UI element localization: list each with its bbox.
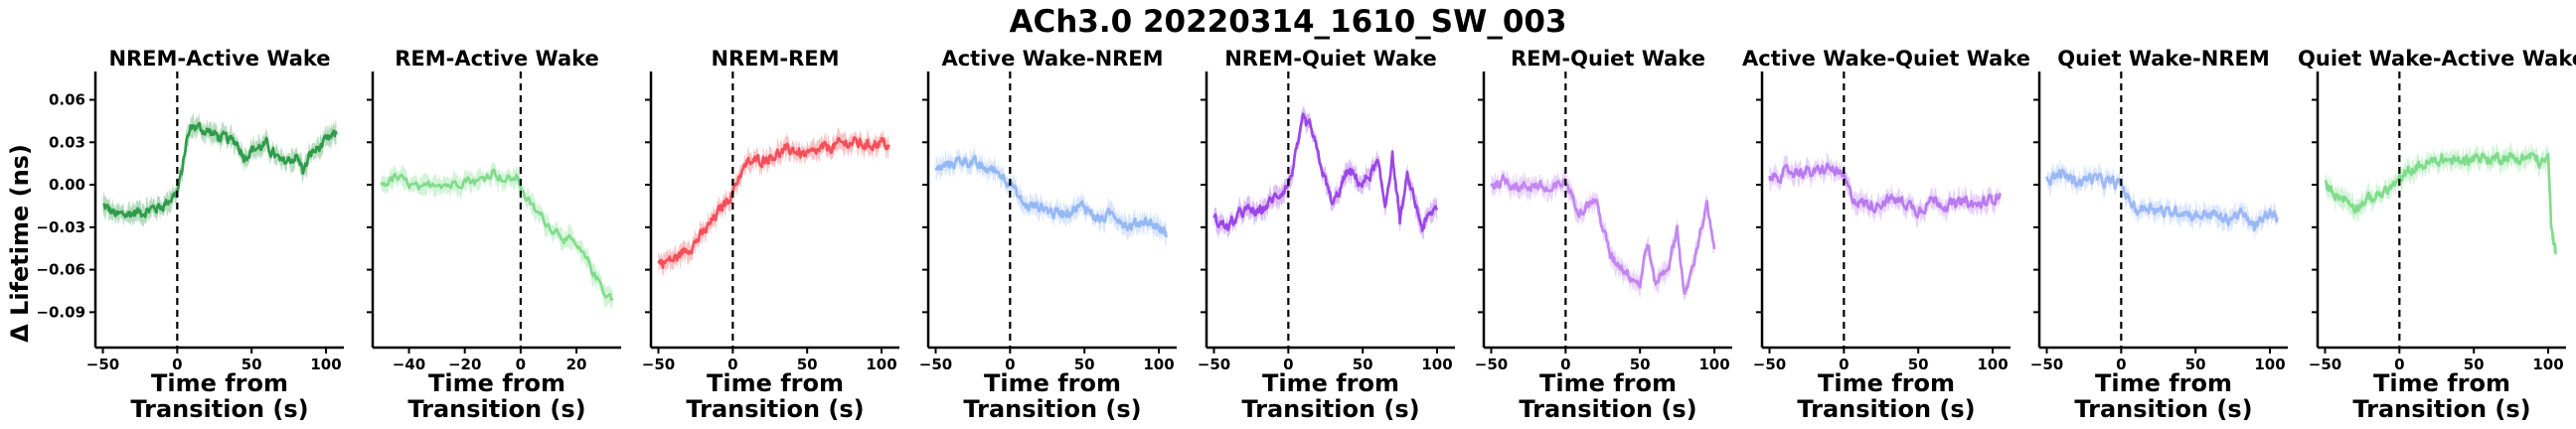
x-tick-label: −50 xyxy=(2030,356,2063,373)
panel-title: Active Wake-NREM xyxy=(941,47,1163,71)
x-tick-label: −50 xyxy=(86,356,119,373)
x-tick-label: 100 xyxy=(866,356,896,373)
series-line xyxy=(934,155,1168,238)
panel-title: REM-Quiet Wake xyxy=(1511,47,1705,71)
x-tick-label: 50 xyxy=(1630,356,1651,373)
x-tick-label: 100 xyxy=(1421,356,1452,373)
panel-title: Active Wake-Quiet Wake xyxy=(1742,47,2030,71)
x-tick-label: 0 xyxy=(1283,356,1293,373)
x-tick-label: −50 xyxy=(2309,356,2341,373)
x-tick-label: 0 xyxy=(2394,356,2404,373)
x-tick-label: −20 xyxy=(448,356,481,373)
x-tick-label: 50 xyxy=(1353,356,1373,373)
x-tick-label: 100 xyxy=(2254,356,2285,373)
error-band xyxy=(381,161,613,310)
y-tick-label: 0.03 xyxy=(49,133,85,151)
series-line xyxy=(1490,174,1716,295)
panel-title: NREM-REM xyxy=(711,47,839,71)
x-axis-label: Time from Transition (s) xyxy=(686,369,864,423)
x-tick-label: 50 xyxy=(2185,356,2206,373)
panel-title: NREM-Active Wake xyxy=(108,47,330,71)
x-tick-label: 100 xyxy=(1143,356,1174,373)
x-tick-label: 0 xyxy=(727,356,737,373)
error-band xyxy=(1769,152,2001,229)
series-line xyxy=(101,121,338,218)
x-tick-label: −50 xyxy=(642,356,675,373)
x-tick-label: −50 xyxy=(1753,356,1786,373)
series-line xyxy=(2045,168,2279,232)
panels: NREM-Active Wake 0.06 0.03 0.00 −0.03 −0.06 −0… xyxy=(36,47,2576,423)
series-line xyxy=(1212,112,1439,232)
y-tick-label: −0.03 xyxy=(36,218,85,236)
x-tick-label: 100 xyxy=(2532,356,2563,373)
x-tick-label: 50 xyxy=(242,356,262,373)
x-tick-label: 50 xyxy=(1908,356,1929,373)
x-tick-label: 50 xyxy=(797,356,818,373)
x-tick-label: 0 xyxy=(172,356,182,373)
x-axis-label: Time from Transition (s) xyxy=(2352,369,2530,423)
x-axis-label: Time from Transition (s) xyxy=(2074,369,2252,423)
series-line xyxy=(1768,162,2002,218)
x-axis-label: Time from Transition (s) xyxy=(963,369,1141,423)
x-tick-label: 0 xyxy=(1560,356,1570,373)
panel-title: Quiet Wake-Active Wake xyxy=(2298,47,2576,71)
error-band xyxy=(1491,168,1714,301)
x-tick-label: 100 xyxy=(1977,356,2008,373)
error-band xyxy=(2046,159,2278,239)
x-tick-label: 50 xyxy=(1074,356,1095,373)
panel-title: REM-Active Wake xyxy=(395,47,599,71)
y-tick-label: −0.06 xyxy=(36,261,85,279)
x-axis-label: Time from Transition (s) xyxy=(130,369,308,423)
y-tick-label: 0.00 xyxy=(49,176,85,194)
x-tick-label: 0 xyxy=(2116,356,2126,373)
panel-title: Quiet Wake-NREM xyxy=(2057,47,2270,71)
x-tick-label: −40 xyxy=(393,356,425,373)
x-tick-label: 100 xyxy=(310,356,341,373)
x-axis-label: Time from Transition (s) xyxy=(407,369,585,423)
x-tick-label: 100 xyxy=(1698,356,1729,373)
y-axis-label: Δ Lifetime (ns) xyxy=(6,144,34,343)
x-tick-label: 0 xyxy=(1839,356,1849,373)
x-axis-label: Time from Transition (s) xyxy=(1241,369,1419,423)
x-tick-label: −50 xyxy=(919,356,952,373)
error-band xyxy=(1213,105,1437,240)
panel: NREM-Active Wake 0.06 0.03 0.00 −0.03 −0.06 −0… xyxy=(36,47,344,423)
chart-title: ACh3.0 20220314_1610_SW_003 xyxy=(1009,4,1566,40)
x-tick-label: 20 xyxy=(566,356,587,373)
x-tick-label: −50 xyxy=(1198,356,1230,373)
x-tick-label: 0 xyxy=(1005,356,1015,373)
error-band xyxy=(658,126,889,277)
x-tick-label: 0 xyxy=(516,356,526,373)
series-line xyxy=(380,168,614,302)
y-tick-label: 0.06 xyxy=(49,91,85,109)
x-tick-label: 50 xyxy=(2464,356,2485,373)
series-line xyxy=(2324,151,2557,254)
series-line xyxy=(657,136,890,269)
panel-title: NREM-Quiet Wake xyxy=(1224,47,1437,71)
y-tick-label: −0.09 xyxy=(36,303,85,321)
x-axis-label: Time from Transition (s) xyxy=(1797,369,1975,423)
x-axis-label: Time from Transition (s) xyxy=(1519,369,1696,423)
x-tick-label: −50 xyxy=(1475,356,1508,373)
